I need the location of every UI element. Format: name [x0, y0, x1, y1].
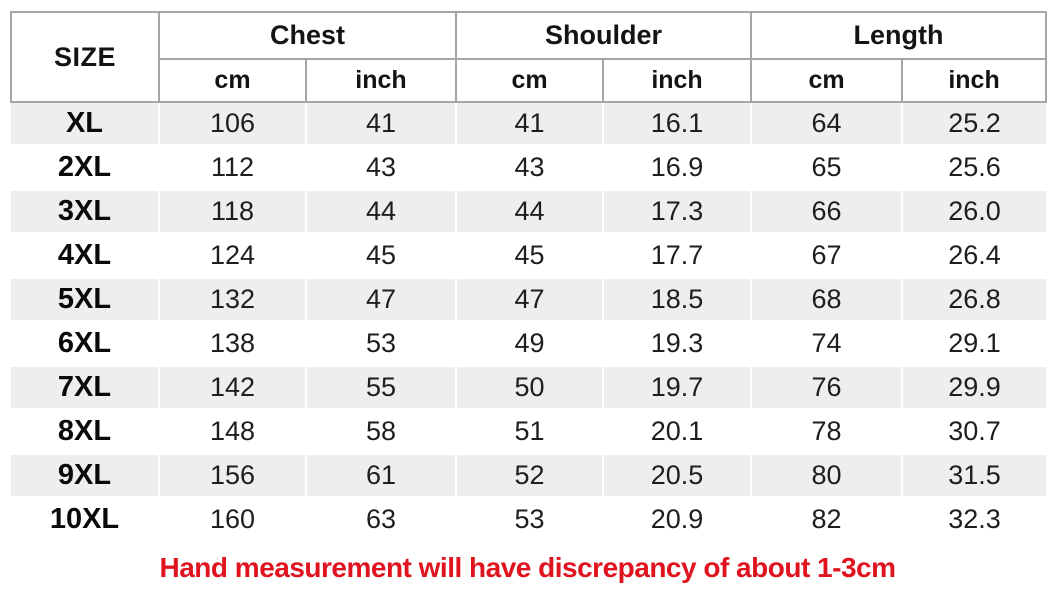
measurement-note: Hand measurement will have discrepancy o… — [159, 552, 896, 583]
shoulder-cm-cell: 45 — [456, 233, 605, 279]
unit-header-length-inch: inch — [901, 58, 1048, 103]
chest-cm-cell: 142 — [159, 365, 307, 411]
length-cm-cell: 82 — [751, 497, 904, 543]
column-group-length: Length — [750, 11, 1048, 60]
unit-header-shoulder-inch: inch — [602, 58, 753, 103]
column-header-size: SIZE — [10, 11, 160, 103]
length-inch-cell: 26.4 — [902, 233, 1047, 279]
size-cell: 6XL — [11, 321, 160, 367]
size-cell: 10XL — [11, 497, 160, 543]
shoulder-inch-cell: 16.9 — [603, 145, 753, 191]
table-row: XL 106 41 41 16.1 64 25.2 — [11, 102, 1047, 147]
chest-inch-cell: 41 — [306, 102, 458, 147]
chest-cm-cell: 148 — [159, 409, 307, 455]
shoulder-inch-cell: 20.1 — [603, 409, 753, 455]
chest-cm-cell: 112 — [159, 145, 307, 191]
shoulder-cm-cell: 44 — [456, 189, 605, 235]
unit-header-chest-cm: cm — [158, 58, 307, 103]
chest-cm-cell: 156 — [159, 453, 307, 499]
column-group-chest: Chest — [157, 11, 458, 60]
chest-cm-cell: 118 — [159, 189, 307, 235]
table-row: 8XL 148 58 51 20.1 78 30.7 — [11, 409, 1047, 455]
size-cell: 5XL — [11, 277, 160, 323]
length-inch-cell: 31.5 — [902, 453, 1047, 499]
size-cell: XL — [11, 102, 160, 147]
length-inch-cell: 25.2 — [902, 102, 1047, 147]
unit-header-chest-inch: inch — [304, 58, 458, 103]
chest-inch-cell: 47 — [306, 277, 458, 323]
shoulder-inch-cell: 19.3 — [603, 321, 753, 367]
length-cm-cell: 66 — [751, 189, 904, 235]
shoulder-inch-cell: 18.5 — [603, 277, 753, 323]
chest-inch-cell: 63 — [306, 497, 458, 543]
length-cm-cell: 74 — [751, 321, 904, 367]
size-cell: 9XL — [11, 453, 160, 499]
table-row: 6XL 138 53 49 19.3 74 29.1 — [11, 321, 1047, 367]
length-cm-cell: 65 — [751, 145, 904, 191]
size-cell: 7XL — [11, 365, 160, 411]
shoulder-cm-cell: 43 — [456, 145, 605, 191]
length-inch-cell: 30.7 — [902, 409, 1047, 455]
length-cm-cell: 76 — [751, 365, 904, 411]
table-row: 9XL 156 61 52 20.5 80 31.5 — [11, 453, 1047, 499]
unit-header-row: cm inch cm inch cm inch — [11, 58, 1048, 103]
length-inch-cell: 26.8 — [902, 277, 1047, 323]
size-chart-table: SIZE Chest Shoulder Length cm inch cm in… — [10, 11, 1048, 543]
length-cm-cell: 80 — [751, 453, 904, 499]
table-header: SIZE Chest Shoulder Length cm inch cm in… — [10, 11, 1048, 103]
unit-header-length-cm: cm — [750, 58, 904, 103]
length-inch-cell: 32.3 — [902, 497, 1047, 543]
shoulder-inch-cell: 20.5 — [603, 453, 753, 499]
shoulder-inch-cell: 17.3 — [603, 189, 753, 235]
size-cell: 8XL — [11, 409, 160, 455]
shoulder-cm-cell: 41 — [456, 102, 605, 147]
chest-cm-cell: 138 — [159, 321, 307, 367]
chest-inch-cell: 45 — [306, 233, 458, 279]
column-group-shoulder: Shoulder — [455, 11, 753, 60]
table-row: 5XL 132 47 47 18.5 68 26.8 — [11, 277, 1047, 323]
shoulder-inch-cell: 17.7 — [603, 233, 753, 279]
chest-inch-cell: 44 — [306, 189, 458, 235]
shoulder-cm-cell: 51 — [456, 409, 605, 455]
shoulder-cm-cell: 50 — [456, 365, 605, 411]
shoulder-cm-cell: 53 — [456, 497, 605, 543]
length-inch-cell: 26.0 — [902, 189, 1047, 235]
chest-cm-cell: 132 — [159, 277, 307, 323]
length-inch-cell: 29.1 — [902, 321, 1047, 367]
shoulder-cm-cell: 49 — [456, 321, 605, 367]
chest-inch-cell: 61 — [306, 453, 458, 499]
table-row: 4XL 124 45 45 17.7 67 26.4 — [11, 233, 1047, 279]
shoulder-cm-cell: 47 — [456, 277, 605, 323]
chest-inch-cell: 55 — [306, 365, 458, 411]
shoulder-inch-cell: 19.7 — [603, 365, 753, 411]
table-body: XL 106 41 41 16.1 64 25.2 2XL 112 43 43 … — [11, 102, 1047, 543]
chest-inch-cell: 43 — [306, 145, 458, 191]
chest-inch-cell: 58 — [306, 409, 458, 455]
chest-inch-cell: 53 — [306, 321, 458, 367]
table-row: 3XL 118 44 44 17.3 66 26.0 — [11, 189, 1047, 235]
size-cell: 3XL — [11, 189, 160, 235]
length-cm-cell: 78 — [751, 409, 904, 455]
table-row: 2XL 112 43 43 16.9 65 25.6 — [11, 145, 1047, 191]
shoulder-cm-cell: 52 — [456, 453, 605, 499]
shoulder-inch-cell: 16.1 — [603, 102, 753, 147]
unit-header-shoulder-cm: cm — [455, 58, 605, 103]
table-row: 7XL 142 55 50 19.7 76 29.9 — [11, 365, 1047, 411]
size-cell: 2XL — [11, 145, 160, 191]
table-row: 10XL 160 63 53 20.9 82 32.3 — [11, 497, 1047, 543]
length-inch-cell: 25.6 — [902, 145, 1047, 191]
group-header-row: SIZE Chest Shoulder Length — [10, 11, 1048, 103]
length-cm-cell: 64 — [751, 102, 904, 147]
length-cm-cell: 67 — [751, 233, 904, 279]
chest-cm-cell: 160 — [159, 497, 307, 543]
chest-cm-cell: 124 — [159, 233, 307, 279]
shoulder-inch-cell: 20.9 — [603, 497, 753, 543]
length-inch-cell: 29.9 — [902, 365, 1047, 411]
chest-cm-cell: 106 — [159, 102, 307, 147]
length-cm-cell: 68 — [751, 277, 904, 323]
size-cell: 4XL — [11, 233, 160, 279]
